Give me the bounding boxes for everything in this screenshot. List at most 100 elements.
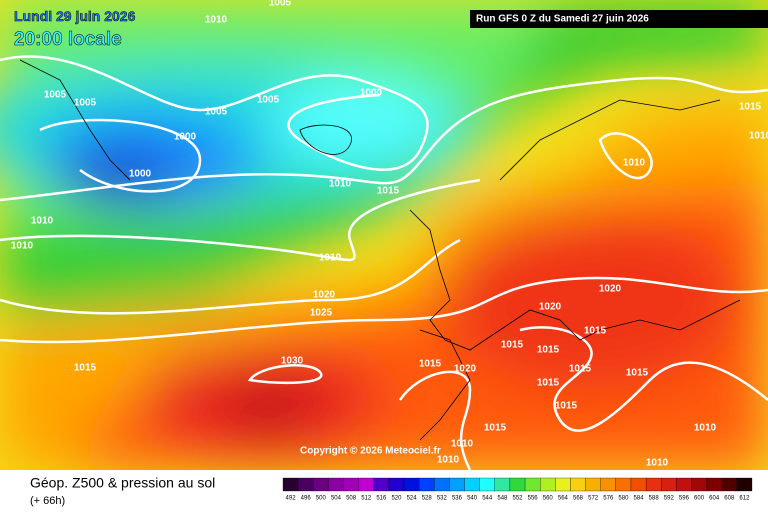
isobar-label: 1010 [694, 423, 717, 434]
isobar-label: 1015 [739, 102, 762, 113]
isobar-label: 1015 [377, 186, 400, 197]
scale-label: 556 [528, 496, 539, 502]
isobar-label: 1005 [74, 98, 97, 109]
scale-swatch [373, 477, 390, 492]
isobar-label: 1020 [599, 284, 622, 295]
isobar-label: 1015 [584, 326, 607, 337]
scale-label: 576 [603, 496, 614, 502]
scale-label: 500 [316, 496, 327, 502]
scale-label: 592 [664, 496, 675, 502]
run-info: Run GFS 0 Z du Samedi 27 juin 2026 [476, 14, 649, 25]
scale-label: 508 [346, 496, 357, 502]
isobar-label: 1015 [501, 340, 524, 351]
scale-swatch [691, 477, 707, 492]
isobar-label: 1015 [484, 423, 507, 434]
isobar-label: 1010 [437, 455, 460, 466]
isobar-label: 1020 [539, 302, 562, 313]
scale-swatch [555, 477, 571, 492]
scale-label: 600 [694, 496, 705, 502]
isobar-label: 1010 [451, 439, 474, 450]
isobar-label: 1010 [205, 15, 228, 26]
isobar-label: 1010 [31, 216, 54, 227]
scale-swatch [343, 477, 359, 492]
scale-label: 608 [724, 496, 735, 502]
scale-label: 536 [452, 496, 463, 502]
isobar-label: 1010 [329, 179, 352, 190]
isobar-label: 1015 [569, 364, 592, 375]
isobar-label: 1000 [360, 88, 383, 99]
coastlines [19, 59, 741, 441]
isobar-label: 1030 [281, 356, 304, 367]
scale-label: 532 [437, 496, 448, 502]
geopotential-field: 1005 1010 1005 1005 1005 1005 1000 1000 1000 1010… [0, 0, 768, 470]
scale-swatch [524, 477, 541, 492]
scale-label: 528 [422, 496, 433, 502]
scale-label: 564 [558, 496, 569, 502]
scale-swatch [630, 477, 647, 492]
scale-label: 552 [512, 496, 523, 502]
scale-label: 544 [482, 496, 493, 502]
isobar-label: 1000 [129, 169, 152, 180]
isobar-label: 1005 [257, 95, 280, 106]
scale-swatch [509, 477, 526, 492]
scale-swatch [570, 477, 586, 492]
scale-label: 584 [634, 496, 645, 502]
isobar-label: 1015 [537, 345, 560, 356]
scale-label: 496 [301, 496, 312, 502]
scale-swatch [721, 477, 738, 492]
scale-label: 604 [709, 496, 720, 502]
scale-label: 504 [331, 496, 342, 502]
forecast-lead: (+ 66h) [30, 495, 65, 507]
isobar-label: 1015 [555, 401, 578, 412]
scale-label: 588 [649, 496, 660, 502]
isobar-label: 1015 [419, 359, 442, 370]
isobar-label: 1010 [319, 253, 342, 264]
scale-swatch [661, 477, 677, 492]
isobar-label: 1015 [626, 368, 649, 379]
isobar-label: 1015 [537, 378, 560, 389]
scale-label: 516 [376, 496, 387, 502]
scale-label: 492 [286, 496, 297, 502]
scale-swatch [313, 477, 329, 492]
isobars [0, 55, 768, 470]
isobar-label: 1005 [44, 90, 67, 101]
scale-swatch [328, 477, 344, 492]
scale-swatch [494, 477, 511, 492]
isobar-label: 1015 [74, 363, 97, 374]
isobar-label: 1005 [269, 0, 292, 9]
scale-swatch [358, 477, 374, 492]
scale-label: 612 [739, 496, 750, 502]
scale-label: 596 [679, 496, 690, 502]
isobar-label: 1000 [174, 132, 197, 143]
scale-swatch [388, 477, 405, 492]
scale-swatch [540, 477, 556, 492]
scale-label: 572 [588, 496, 599, 502]
scale-swatch [403, 477, 420, 492]
scale-swatch [479, 477, 495, 492]
scale-swatch [297, 477, 314, 492]
scale-swatch [600, 477, 616, 492]
scale-swatch [676, 477, 692, 492]
scale-label: 548 [497, 496, 508, 502]
isobar-label: 1010 [623, 158, 646, 169]
scale-label: 540 [467, 496, 478, 502]
scale-label: 580 [618, 496, 629, 502]
scale-swatch [615, 477, 632, 492]
footer-title: Géop. Z500 & pression au sol [30, 475, 215, 491]
scale-swatch [736, 477, 753, 492]
scale-label: 568 [573, 496, 584, 502]
isobar-label: 1010 [749, 131, 768, 142]
scale-swatch [645, 477, 662, 492]
scale-label: 512 [361, 496, 372, 502]
scale-label: 524 [407, 496, 418, 502]
scale-swatch [449, 477, 465, 492]
scale-swatch [585, 477, 601, 492]
valid-time: 20:00 locale [14, 29, 122, 50]
isobar-label: 1005 [205, 107, 228, 118]
isobar-label: 1020 [313, 290, 336, 301]
isobar-label: 1020 [454, 364, 477, 375]
scale-swatch [706, 477, 722, 492]
scale-label: 520 [391, 496, 402, 502]
scale-swatch [434, 477, 450, 492]
